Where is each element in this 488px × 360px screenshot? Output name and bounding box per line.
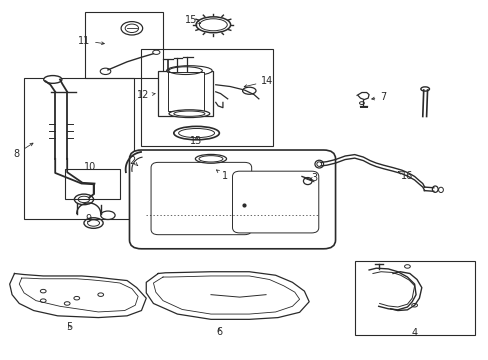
FancyBboxPatch shape [232,171,318,233]
Text: 14: 14 [244,76,273,87]
Bar [24,78,134,219]
FancyBboxPatch shape [129,150,335,249]
Bar [354,261,473,335]
Text: 3: 3 [309,173,316,183]
Text: 15: 15 [184,15,200,25]
Text: 12: 12 [137,90,155,100]
Text: 9: 9 [85,214,92,224]
Ellipse shape [195,154,226,163]
Text: 8: 8 [14,143,33,158]
Text: 5: 5 [66,323,73,333]
Bar [141,49,273,147]
Ellipse shape [166,66,212,76]
Text: 1: 1 [216,170,228,181]
Text: 6: 6 [216,327,222,337]
Text: 7: 7 [371,92,386,102]
Ellipse shape [43,76,62,83]
Ellipse shape [420,87,428,91]
Text: 16: 16 [398,171,413,181]
Bar [64,170,120,199]
Bar [85,12,163,78]
Bar [167,72,203,111]
Text: 10: 10 [84,162,96,172]
FancyBboxPatch shape [151,162,251,235]
Bar [158,71,213,117]
Text: 13: 13 [190,136,203,146]
Text: 4: 4 [411,328,417,338]
Text: 2: 2 [128,156,138,166]
Ellipse shape [169,110,209,118]
Text: 11: 11 [78,36,104,46]
